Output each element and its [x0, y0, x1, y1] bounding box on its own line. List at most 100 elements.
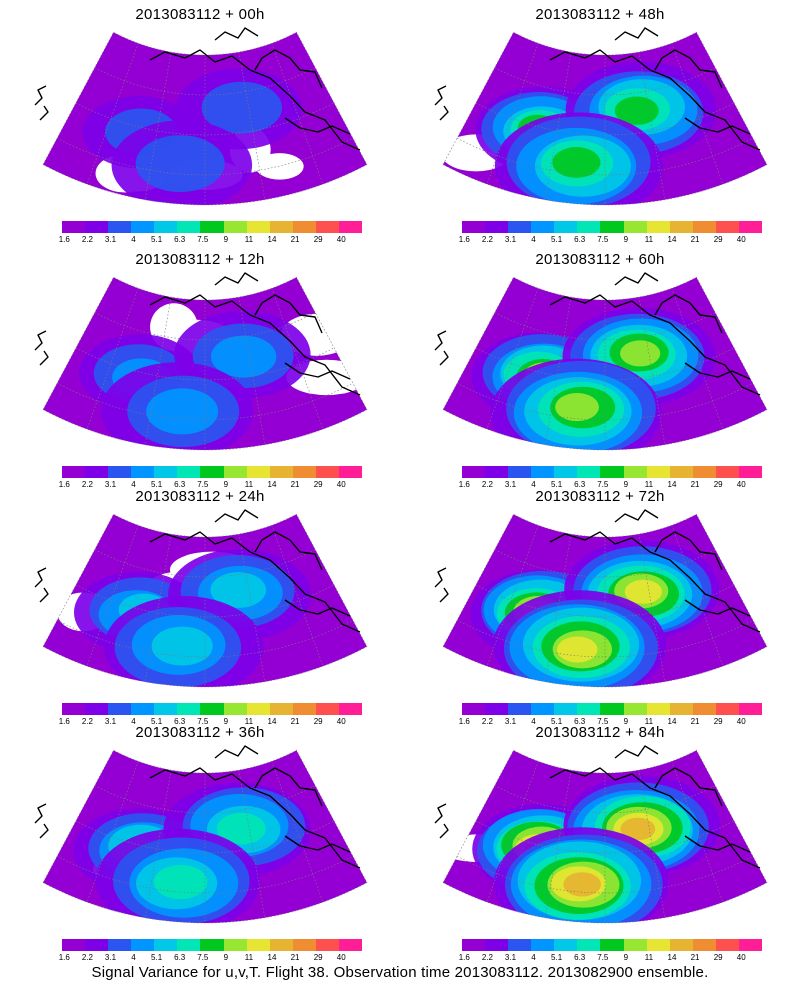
colorbar-tick-label: 1.6	[458, 953, 470, 962]
colorbar-tick-label: 14	[267, 480, 277, 489]
colorbar-swatch	[600, 939, 624, 951]
colorbar-tick-label: 7.5	[597, 953, 609, 962]
colorbar-swatch	[246, 703, 270, 715]
colorbar-swatch	[269, 221, 293, 233]
colorbar-swatch	[623, 703, 647, 715]
colorbar	[462, 221, 763, 233]
colorbar-swatch	[177, 939, 201, 951]
colorbar-swatch	[246, 221, 270, 233]
colorbar-swatch	[531, 221, 555, 233]
colorbar-swatch	[485, 703, 509, 715]
colorbar-tick-label: 11	[644, 717, 654, 726]
colorbar-ticks: 1.6 2.2 3.1 4 5.1 6.3 7.5 9 11 14 21 29 40	[58, 953, 362, 965]
colorbar-tick-label: 5.1	[151, 953, 163, 962]
forecast-panel: 2013083112 + 84h 1.6 2.2 3.1 4 5.1 6.3 7.5 9 11 14…	[400, 718, 800, 968]
colorbar-tick-label: 40	[736, 480, 746, 489]
colorbar-swatch	[85, 221, 109, 233]
colorbar-swatch	[577, 939, 601, 951]
colorbar-swatch	[131, 703, 155, 715]
colorbar-swatch	[508, 221, 532, 233]
colorbar-swatch	[485, 466, 509, 478]
colorbar-tick-label: 29	[313, 480, 323, 489]
colorbar-swatch	[154, 939, 178, 951]
colorbar-tick-label: 3.1	[104, 235, 117, 244]
colorbar	[462, 466, 763, 478]
variance-map	[434, 509, 768, 688]
variance-map	[434, 272, 768, 451]
colorbar-tick-label: 14	[667, 235, 677, 244]
colorbar-tick-label: 7.5	[197, 953, 209, 962]
colorbar-tick-label: 2.2	[81, 717, 93, 726]
panel-title: 2013083112 + 24h	[135, 488, 265, 505]
colorbar-swatch	[177, 466, 201, 478]
colorbar-swatch	[200, 939, 224, 951]
colorbar-tick-label: 1.6	[458, 235, 470, 244]
colorbar-tick-label: 3.1	[504, 953, 517, 962]
colorbar-swatch	[223, 466, 247, 478]
colorbar-tick-label: 9	[623, 235, 629, 244]
colorbar-tick-label: 4	[531, 480, 536, 489]
colorbar-tick-label: 14	[267, 235, 277, 244]
colorbar-tick-label: 6.3	[174, 953, 186, 962]
colorbar-swatch	[577, 703, 601, 715]
colorbar-tick-label: 40	[336, 953, 346, 962]
colorbar-swatch	[269, 466, 293, 478]
colorbar-tick-label: 11	[644, 235, 654, 244]
colorbar-tick-label: 1.6	[458, 480, 470, 489]
colorbar-swatch	[108, 221, 132, 233]
colorbar-tick-label: 7.5	[597, 480, 609, 489]
colorbar-tick-label: 4	[131, 953, 136, 962]
colorbar-tick-label: 9	[223, 235, 229, 244]
colorbar-tick-label: 40	[336, 480, 346, 489]
colorbar-swatch	[338, 939, 363, 951]
colorbar-tick-label: 1.6	[58, 953, 70, 962]
colorbar-tick-label: 11	[644, 480, 654, 489]
colorbar-swatch	[338, 703, 363, 715]
colorbar-tick-label: 4	[131, 717, 136, 726]
colorbar-swatch	[200, 221, 224, 233]
colorbar-swatch	[177, 703, 201, 715]
colorbar-tick-label: 2.2	[81, 953, 93, 962]
colorbar-swatch	[292, 703, 316, 715]
colorbar-tick-label: 29	[713, 480, 723, 489]
colorbar-tick-label: 3.1	[504, 235, 517, 244]
colorbar-tick-label: 7.5	[197, 480, 209, 489]
forecast-panel: 2013083112 + 24h 1.6 2.2 3.1 4 5.1 6.3 7.5 9 11 14…	[0, 482, 400, 732]
colorbar-tick-label: 21	[290, 717, 300, 726]
colorbar-tick-label: 5.1	[151, 717, 163, 726]
colorbar-swatch	[531, 939, 555, 951]
colorbar-tick-label: 2.2	[481, 953, 493, 962]
forecast-panel: 2013083112 + 00h 1.6 2.2 3.1 4 5.1 6.3 7.5 9 11 14…	[0, 0, 400, 250]
colorbar-tick-label: 40	[336, 235, 346, 244]
colorbar-swatch	[200, 466, 224, 478]
colorbar-tick-label: 3.1	[504, 480, 517, 489]
colorbar-swatch	[531, 703, 555, 715]
colorbar-tick-label: 2.2	[481, 235, 493, 244]
colorbar-tick-label: 5.1	[551, 235, 563, 244]
colorbar-swatch	[108, 939, 132, 951]
colorbar-tick-label: 11	[244, 953, 254, 962]
colorbar-tick-label: 2.2	[481, 717, 493, 726]
colorbar-tick-label: 21	[690, 235, 700, 244]
colorbar-swatch	[292, 466, 316, 478]
variance-map	[434, 27, 768, 206]
colorbar-swatch	[315, 939, 339, 951]
colorbar-swatch	[246, 939, 270, 951]
colorbar-tick-label: 7.5	[597, 235, 609, 244]
panel-title: 2013083112 + 12h	[135, 251, 265, 268]
colorbar-tick-label: 29	[313, 235, 323, 244]
colorbar-swatch	[600, 221, 624, 233]
colorbar-swatch	[692, 703, 716, 715]
colorbar-swatch	[669, 939, 693, 951]
colorbar-swatch	[85, 939, 109, 951]
colorbar-swatch	[738, 466, 763, 478]
colorbar-swatch	[462, 703, 486, 715]
colorbar-ticks: 1.6 2.2 3.1 4 5.1 6.3 7.5 9 11 14 21 29 40	[458, 235, 762, 247]
forecast-panel: 2013083112 + 60h 1.6 2.2 3.1 4 5.1 6.3 7.5 9 11 14…	[400, 245, 800, 495]
colorbar-tick-label: 21	[690, 953, 700, 962]
colorbar-swatch	[692, 939, 716, 951]
colorbar-swatch	[62, 939, 86, 951]
colorbar-tick-label: 3.1	[104, 480, 117, 489]
colorbar-tick-label: 3.1	[104, 717, 117, 726]
colorbar-tick-label: 2.2	[481, 480, 493, 489]
